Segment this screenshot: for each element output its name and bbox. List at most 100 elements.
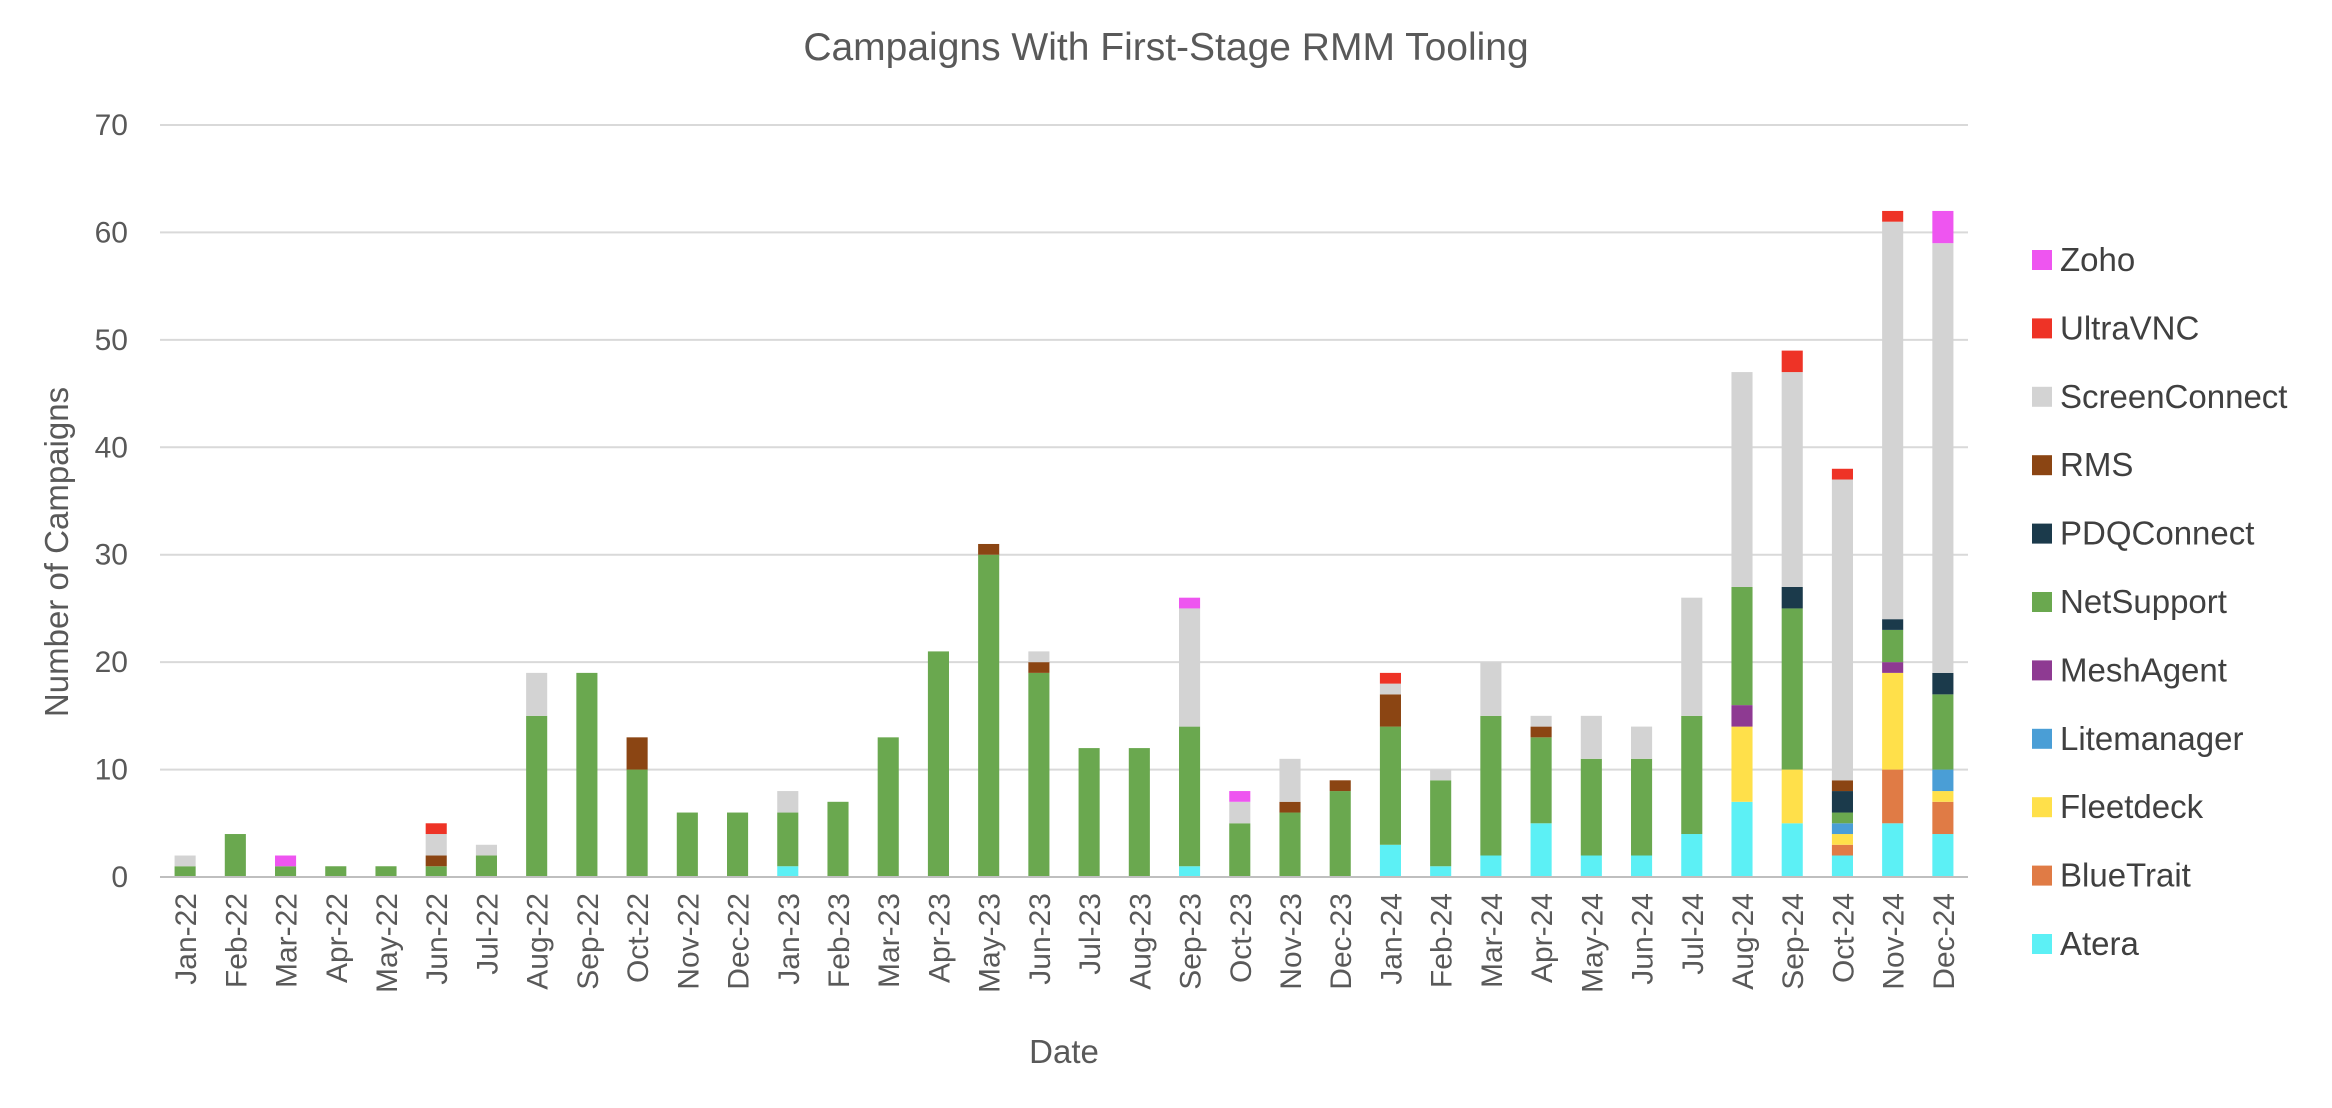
bar-segment-atera xyxy=(1430,866,1452,877)
x-tick-label: Mar-23 xyxy=(873,893,906,988)
bar-segment-netsupport xyxy=(676,812,698,877)
bar-segment-netsupport xyxy=(1480,715,1502,856)
bar-segment-netsupport xyxy=(1430,780,1452,867)
bar-segment-atera xyxy=(1831,855,1853,877)
bar-segment-netsupport xyxy=(526,715,548,877)
bar-segment-netsupport xyxy=(1329,791,1351,877)
x-tick-label: Apr-23 xyxy=(923,893,956,983)
bar-segment-netsupport xyxy=(626,769,648,877)
bar-segment-netsupport xyxy=(1932,694,1954,770)
bar-segment-rms xyxy=(1530,726,1552,738)
bar-segment-netsupport xyxy=(1028,672,1050,877)
y-tick-label: 70 xyxy=(95,109,128,142)
x-axis-ticks: Jan-22 Feb-22 Mar-22 Apr-22 May-22 Jun-22 Jul-… xyxy=(170,893,1961,993)
bar-segment-bluetrait xyxy=(1932,801,1954,835)
bar-segment-rms xyxy=(1831,780,1853,792)
legend-label: Zoho xyxy=(2060,241,2135,278)
bar-segment-screenconnect xyxy=(1179,608,1201,727)
bar-segment-rms xyxy=(1379,694,1401,727)
bar-segment-atera xyxy=(1932,834,1954,877)
bar-segment-screenconnect xyxy=(526,672,548,716)
bar-segment-netsupport xyxy=(1781,608,1803,770)
bar-segment-netsupport xyxy=(1580,758,1602,856)
bar-segment-netsupport xyxy=(174,866,196,877)
bar-segment-rms xyxy=(425,855,447,867)
legend: Zoho UltraVNC ScreenConnect RMS PDQConnect Ne… xyxy=(2032,241,2287,962)
legend-swatch-zoho xyxy=(2032,250,2052,270)
bar-segment-screenconnect xyxy=(1379,683,1401,695)
legend-swatch-meshagent xyxy=(2032,660,2052,681)
bar-segment-pdqconnect xyxy=(1882,619,1904,630)
legend-label: Fleetdeck xyxy=(2060,788,2204,825)
x-tick-label: Jul-24 xyxy=(1677,893,1710,975)
bar-segment-screenconnect xyxy=(777,791,799,813)
bar-segment-ultravnc xyxy=(1831,468,1853,480)
x-tick-label: Nov-23 xyxy=(1275,893,1308,990)
bar-segment-netsupport xyxy=(1128,748,1150,877)
legend-label: Litemanager xyxy=(2060,720,2243,757)
x-tick-label: Apr-24 xyxy=(1526,893,1559,983)
legend-swatch-bluetrait xyxy=(2032,865,2052,886)
bar-segment-bluetrait xyxy=(1831,844,1853,856)
bar-segment-netsupport xyxy=(978,554,1000,877)
x-tick-label: Jun-24 xyxy=(1627,893,1660,985)
bar-segment-netsupport xyxy=(425,866,447,877)
x-tick-label: Oct-23 xyxy=(1225,893,1258,983)
bar-segment-screenconnect xyxy=(174,855,196,867)
y-axis-ticks: 0 10 20 30 40 50 60 70 xyxy=(95,109,128,894)
bar-segment-netsupport xyxy=(375,866,397,877)
x-tick-label: Feb-22 xyxy=(220,893,253,988)
x-tick-label: Jul-22 xyxy=(471,893,504,975)
bar-segment-litemanager xyxy=(1831,823,1853,835)
legend-swatch-screenconnect xyxy=(2032,386,2052,407)
x-tick-label: Feb-24 xyxy=(1426,893,1459,988)
x-tick-label: Sep-23 xyxy=(1175,893,1208,990)
bar-segment-atera xyxy=(1480,855,1502,877)
bar-segment-screenconnect xyxy=(1731,372,1753,587)
legend-label: RMS xyxy=(2060,446,2133,483)
x-tick-label: Aug-23 xyxy=(1124,893,1157,990)
bar-segment-screenconnect xyxy=(1631,726,1653,759)
bar-segment-screenconnect xyxy=(1882,221,1904,620)
bar-segment-litemanager xyxy=(1932,769,1954,792)
bar-segment-ultravnc xyxy=(1379,672,1401,684)
bar-segment-fleetdeck xyxy=(1781,769,1803,824)
bar-segment-zoho xyxy=(1179,597,1201,609)
bar-segment-screenconnect xyxy=(1480,662,1502,716)
x-tick-label: Jun-23 xyxy=(1024,893,1057,985)
x-tick-label: Oct-24 xyxy=(1827,893,1860,983)
y-tick-label: 50 xyxy=(95,324,128,357)
y-axis-label: Number of Campaigns xyxy=(38,387,75,717)
bar-segment-atera xyxy=(1379,844,1401,877)
bar-segment-netsupport xyxy=(1078,748,1100,877)
bar-segment-netsupport xyxy=(275,866,297,877)
bar-segment-screenconnect xyxy=(1781,372,1803,587)
bar-segment-bluetrait xyxy=(1882,769,1904,824)
bar-segment-netsupport xyxy=(1379,726,1401,845)
legend-label: PDQConnect xyxy=(2060,515,2254,552)
bar-segment-atera xyxy=(1681,834,1703,877)
bar-segment-screenconnect xyxy=(1580,715,1602,759)
bar-segment-netsupport xyxy=(1279,812,1301,877)
bar-segment-screenconnect xyxy=(1932,243,1954,673)
x-tick-label: Feb-23 xyxy=(823,893,856,988)
bar-segment-netsupport xyxy=(877,737,899,877)
legend-label: MeshAgent xyxy=(2060,651,2227,688)
bar-segment-zoho xyxy=(1229,791,1251,802)
bar-segment-screenconnect xyxy=(1229,801,1251,824)
legend-swatch-fleetdeck xyxy=(2032,797,2052,818)
bar-segment-ultravnc xyxy=(1882,210,1904,222)
x-tick-label: Dec-23 xyxy=(1325,893,1358,990)
x-tick-label: Sep-22 xyxy=(572,893,605,990)
bar-segment-meshagent xyxy=(1731,705,1753,727)
legend-swatch-atera xyxy=(2032,934,2052,954)
bar-segment-netsupport xyxy=(1731,586,1753,706)
bar-segment-screenconnect xyxy=(1430,769,1452,781)
legend-swatch-rms xyxy=(2032,455,2052,476)
bar-segment-rms xyxy=(1028,662,1050,673)
legend-swatch-ultravnc xyxy=(2032,318,2052,339)
bar-segment-fleetdeck xyxy=(1831,834,1853,845)
bar-segment-netsupport xyxy=(727,812,749,877)
gridlines xyxy=(160,124,1968,771)
